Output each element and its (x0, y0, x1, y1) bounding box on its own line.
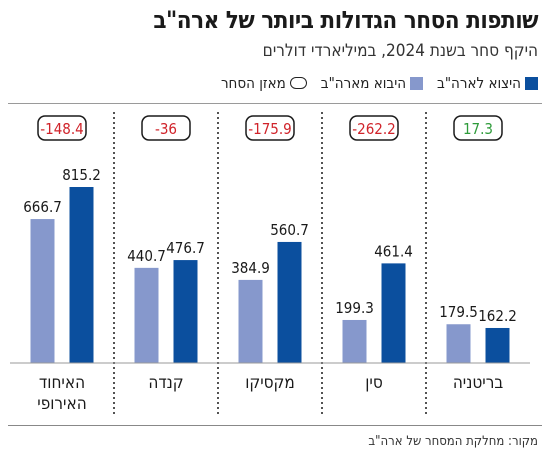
legend: היצוא לארה"ב היבוא מארה"ב מאזן הסחר (207, 74, 538, 92)
data-label-import: 666.7 (23, 198, 62, 216)
data-label-import: 384.9 (231, 259, 270, 277)
category-label: בריטניה (453, 373, 504, 393)
bar-export (173, 260, 198, 363)
category-label: האירופי (37, 394, 86, 414)
balance-pill (245, 115, 295, 141)
data-label-export: 461.4 (374, 242, 413, 260)
chart-title: שותפות הסחר הגדולות ביותר של ארה"ב (153, 6, 538, 34)
balance-label: -175.9 (248, 120, 292, 138)
data-label-export: 815.2 (62, 166, 101, 184)
balance-label: -148.4 (40, 120, 84, 138)
chart-subtitle: היקף סחר בשנת 2024, במיליארדי דולרים (262, 41, 538, 61)
legend-label-balance: מאזן הסחר (220, 74, 286, 92)
balance-pill (349, 115, 399, 141)
category-label: האיחוד (39, 373, 85, 393)
bar-export (277, 241, 302, 363)
bar-import (446, 324, 471, 363)
data-label-export: 162.2 (478, 307, 517, 325)
legend-swatch-export (525, 76, 538, 90)
bar-import (238, 279, 263, 363)
balance-pill (37, 115, 87, 141)
bar-export (485, 327, 510, 363)
bar-export (381, 263, 406, 363)
legend-item-balance: מאזן הסחר (221, 74, 307, 92)
balance-label: -262.2 (352, 120, 396, 138)
legend-label-import: היבוא מארה"ב (320, 74, 407, 92)
data-label-import: 199.3 (335, 299, 374, 317)
data-label-import: 179.5 (439, 303, 478, 321)
balance-label: 17.3 (463, 120, 493, 138)
legend-swatch-balance (289, 77, 307, 89)
category-label: קנדה (148, 373, 183, 393)
data-label-export: 476.7 (166, 239, 205, 257)
legend-label-export: היצוא לארה"ב (437, 74, 521, 92)
source-note: מקור: מחלקת המסחר של ארה"ב (368, 434, 538, 449)
legend-item-import: היבוא מארה"ב (320, 74, 424, 92)
legend-item-export: היצוא לארה"ב (437, 74, 538, 92)
data-label-import: 440.7 (127, 247, 166, 265)
bar-export (69, 187, 94, 363)
bar-import (30, 219, 55, 363)
data-label-export: 560.7 (270, 221, 309, 239)
bar-import (342, 319, 367, 363)
balance-label: -36 (155, 120, 177, 138)
legend-swatch-import (410, 76, 424, 90)
balance-pill (453, 115, 503, 141)
bottom-rule (8, 425, 542, 426)
category-label: סין (365, 373, 383, 393)
bar-import (134, 267, 159, 363)
balance-pill (141, 115, 191, 141)
top-rule (8, 103, 542, 104)
category-label: מקסיקו (245, 373, 295, 393)
